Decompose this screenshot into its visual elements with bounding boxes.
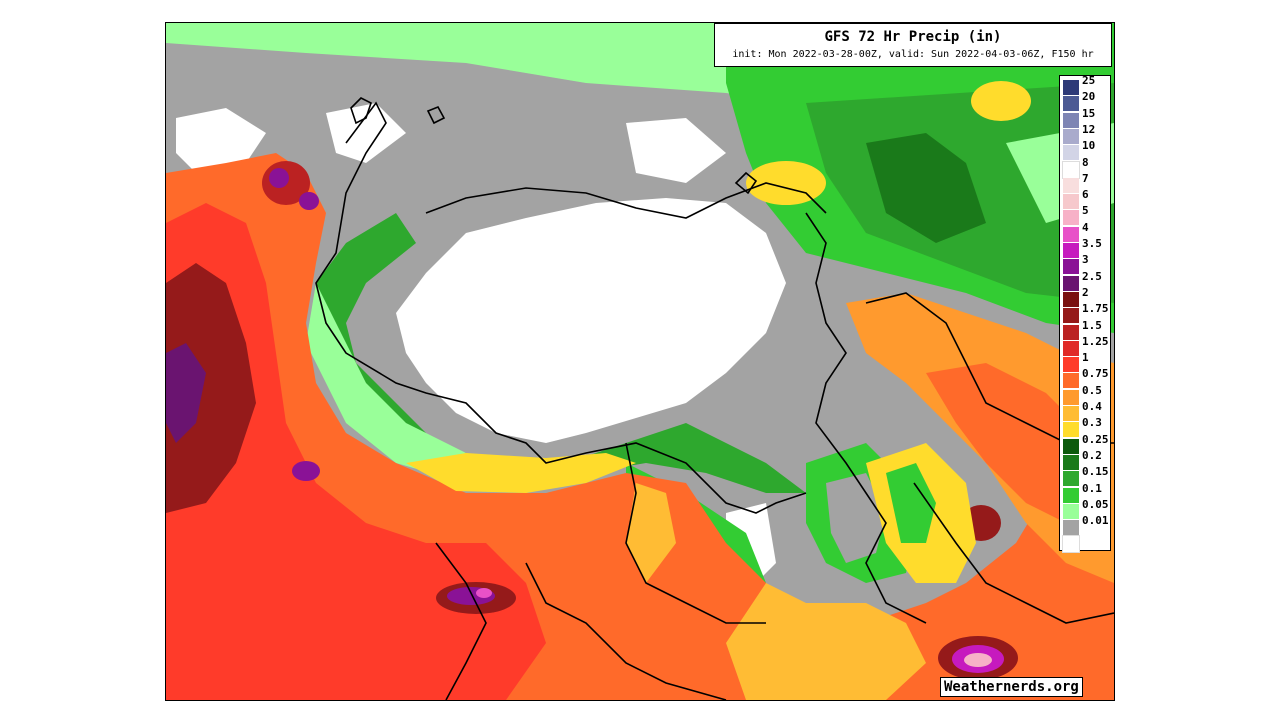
legend-swatch [1063, 291, 1079, 308]
legend-swatch [1063, 520, 1079, 537]
precip-field [166, 23, 1114, 700]
legend-entry: 4 [1060, 221, 1112, 243]
legend-entry: 2 [1060, 286, 1112, 308]
legend-swatch [1062, 535, 1080, 554]
legend-label: 25 [1082, 74, 1096, 87]
legend-swatch [1062, 160, 1080, 179]
legend-entry: 0.2 [1060, 449, 1112, 471]
legend-label: 3 [1082, 253, 1089, 267]
legend-label: 4 [1082, 220, 1089, 234]
legend-swatch [1063, 128, 1079, 145]
legend-entry: 1.5 [1060, 319, 1112, 341]
legend-label: 1.75 [1082, 302, 1109, 316]
legend-swatch [1063, 487, 1079, 504]
map-title: GFS 72 Hr Precip (in) [824, 29, 1002, 45]
legend-label: 6 [1082, 188, 1089, 202]
legend-entry: 0.01 [1060, 514, 1112, 537]
legend-entry: 5 [1060, 204, 1112, 227]
legend-entry: 12 [1060, 123, 1112, 145]
legend-swatch [1063, 357, 1079, 374]
legend-label: 0.15 [1082, 465, 1109, 479]
map-title-box: GFS 72 Hr Precip (in) init: Mon 2022-03-… [714, 23, 1112, 67]
legend-swatch [1063, 112, 1079, 129]
legend-label: 0.1 [1082, 481, 1102, 495]
legend-swatch [1063, 373, 1079, 390]
legend-label: 15 [1082, 106, 1096, 120]
legend-swatch [1063, 177, 1079, 194]
legend-label: 0.2 [1082, 448, 1102, 462]
legend-label: 0.05 [1082, 497, 1109, 511]
legend-label: 0.3 [1082, 416, 1102, 430]
legend-entry: 7 [1060, 172, 1112, 194]
legend-label: 12 [1082, 122, 1096, 136]
legend-swatch [1063, 406, 1079, 422]
legend-entry: 15 [1060, 107, 1112, 129]
legend-swatch [1063, 454, 1079, 471]
credit-label: Weathernerds.org [940, 677, 1083, 697]
legend-swatch [1063, 275, 1079, 292]
legend-swatch [1063, 80, 1079, 96]
precip-map: GFS 72 Hr Precip (in) init: Mon 2022-03-… [165, 22, 1115, 701]
legend-label: 0.75 [1082, 367, 1109, 381]
legend-entry: 1.25 [1060, 335, 1112, 357]
legend-swatch [1063, 243, 1079, 259]
legend-swatch [1063, 340, 1079, 357]
legend-label: 2 [1082, 285, 1089, 299]
legend-label: 2.5 [1082, 269, 1102, 283]
legend-entry: 3.5 [1060, 237, 1112, 259]
legend-label: 5 [1082, 204, 1089, 218]
legend-label: 3.5 [1082, 237, 1102, 250]
legend-swatch [1063, 389, 1079, 406]
legend-label: 1 [1082, 351, 1089, 365]
legend-swatch [1063, 324, 1079, 341]
legend-label: 0.4 [1082, 400, 1102, 413]
legend-entry: 2.5 [1060, 270, 1112, 292]
legend-entry: 1.75 [1060, 302, 1112, 325]
legend-swatch [1063, 226, 1079, 243]
legend-swatch [1063, 259, 1079, 276]
legend-entry: 20 [1060, 90, 1112, 113]
legend-swatch [1063, 422, 1079, 439]
legend-swatch [1063, 145, 1079, 162]
legend-label: 7 [1082, 171, 1089, 185]
legend-swatch [1063, 210, 1079, 227]
legend-entry: 0.3 [1060, 416, 1112, 439]
legend-entry: 0.5 [1060, 384, 1112, 406]
precip-legend: 25 20 15 12 10 8 7 6 5 4 3.5 3 2.5 2 1.75 1.5 1.25 1 0.75 0… [1059, 74, 1112, 554]
legend-entry [1060, 535, 1112, 554]
legend-entry: 0.4 [1060, 400, 1112, 422]
legend-label: 10 [1082, 139, 1096, 153]
legend-entry: 0.1 [1060, 482, 1112, 504]
legend-swatch [1063, 503, 1079, 520]
legend-label: 0.5 [1082, 383, 1102, 397]
legend-label: 0.01 [1082, 514, 1109, 528]
legend-label: 0.25 [1082, 432, 1109, 446]
legend-entry: 25 [1060, 74, 1112, 96]
legend-entry: 8 [1060, 156, 1112, 179]
legend-entry: 3 [1060, 253, 1112, 276]
legend-label: 8 [1082, 155, 1089, 169]
legend-entry: 0.15 [1060, 465, 1112, 488]
legend-entry: 0.75 [1060, 367, 1112, 390]
legend-entry: 1 [1060, 351, 1112, 374]
legend-entry: 10 [1060, 139, 1112, 162]
legend-label: 1.5 [1082, 318, 1102, 332]
legend-swatch [1063, 194, 1079, 211]
legend-swatch [1063, 438, 1079, 455]
legend-swatch [1063, 308, 1079, 325]
legend-entry: 6 [1060, 188, 1112, 211]
legend-entry: 0.25 [1060, 433, 1112, 455]
map-subtitle: init: Mon 2022-03-28-00Z, valid: Sun 202… [732, 49, 1094, 60]
legend-swatch [1063, 471, 1079, 488]
legend-entry: 0.05 [1060, 498, 1112, 520]
legend-label: 1.25 [1082, 334, 1109, 348]
legend-swatch [1063, 96, 1079, 113]
legend-label: 20 [1082, 90, 1096, 104]
